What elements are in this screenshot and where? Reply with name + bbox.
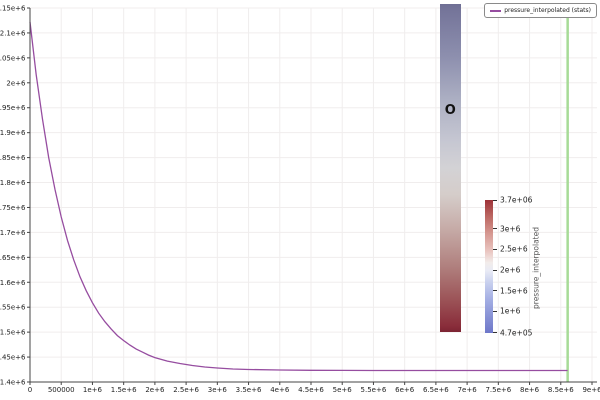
y-tick-label: 1.95e+6	[0, 104, 26, 112]
pressure-curve	[29, 21, 568, 372]
colorbar-tick-label: 4.7e+05	[500, 328, 533, 338]
x-tick-label: 9e+6	[582, 386, 600, 394]
x-tick-label: 2.5e+6	[173, 386, 199, 394]
x-tick-label: 1.5e+6	[111, 386, 137, 394]
colorbar-tick	[493, 200, 497, 201]
y-tick-label: 1.55e+6	[0, 304, 26, 312]
y-tick-label: 1.65e+6	[0, 254, 26, 262]
x-tick-label: 2e+6	[145, 386, 165, 394]
colorbar-tick-label: 3.7e+06	[500, 195, 533, 205]
colorbar-tick	[493, 228, 497, 230]
range-bar-marker: O	[444, 103, 456, 119]
x-tick-label: 7e+6	[458, 386, 478, 394]
x-tick-label: 8e+6	[520, 386, 540, 394]
y-tick-label: 2.15e+6	[0, 5, 26, 13]
y-tick-label: 1.45e+6	[0, 354, 26, 362]
x-tick-label: 1e+6	[83, 386, 103, 394]
y-tick-label: 1.8e+6	[0, 179, 26, 187]
colorbar-title: pressure_interpolated	[531, 227, 541, 309]
x-tick-label: 3e+6	[208, 386, 228, 394]
colorbar-tick	[493, 310, 497, 312]
colorbar-tick	[493, 290, 497, 292]
colorbar-tick-label: 2.5e+6	[500, 244, 528, 254]
y-tick-label: 1.85e+6	[0, 154, 26, 162]
legend-label: pressure_interpolated (stats)	[504, 7, 591, 14]
colorbar-tick	[493, 269, 497, 271]
x-tick-label: 500000	[48, 386, 75, 394]
pressure-range-gradient-bar: O	[439, 4, 461, 333]
y-tick-label: 1.6e+6	[0, 279, 26, 287]
pressure-colorbar: 3.7e+06 3e+6 2.5e+6 2e+6 1.5e+6 1e+6 4.7e+05	[485, 196, 532, 338]
y-tick-label: 1.5e+6	[0, 329, 26, 337]
colorbar-tick	[493, 332, 497, 333]
legend: pressure_interpolated (stats)	[484, 3, 597, 18]
y-tick-label: 2.05e+6	[0, 54, 26, 62]
colorbar-tick-label: 2e+6	[500, 265, 521, 275]
x-tick-label: 5e+6	[333, 386, 353, 394]
colorbar-tick	[493, 248, 497, 250]
y-tick-label: 1.4e+6	[0, 379, 26, 387]
x-tick-label: 8.5e+6	[548, 386, 574, 394]
x-tick-label: 6.5e+6	[423, 386, 449, 394]
colorbar-tick-label: 3e+6	[500, 224, 521, 234]
x-tick-label: 5.5e+6	[361, 386, 387, 394]
x-tick-label: 0	[28, 386, 32, 394]
y-tick-label: 1.9e+6	[0, 129, 26, 137]
x-tick-label: 3.5e+6	[236, 386, 262, 394]
x-tick-label: 6e+6	[395, 386, 415, 394]
legend-line-swatch	[490, 9, 502, 12]
y-tick-label: 1.7e+6	[0, 229, 26, 237]
colorbar-tick-label: 1.5e+6	[500, 286, 528, 296]
y-tick-label: 1.75e+6	[0, 204, 26, 212]
y-tick-label: 2e+6	[6, 79, 26, 87]
colorbar-tick-label: 1e+6	[500, 306, 521, 316]
x-tick-label: 7.5e+6	[485, 386, 511, 394]
x-tick-label: 4e+6	[270, 386, 290, 394]
y-tick-label: 2.1e+6	[0, 29, 26, 37]
x-tick-label: 4.5e+6	[298, 386, 324, 394]
